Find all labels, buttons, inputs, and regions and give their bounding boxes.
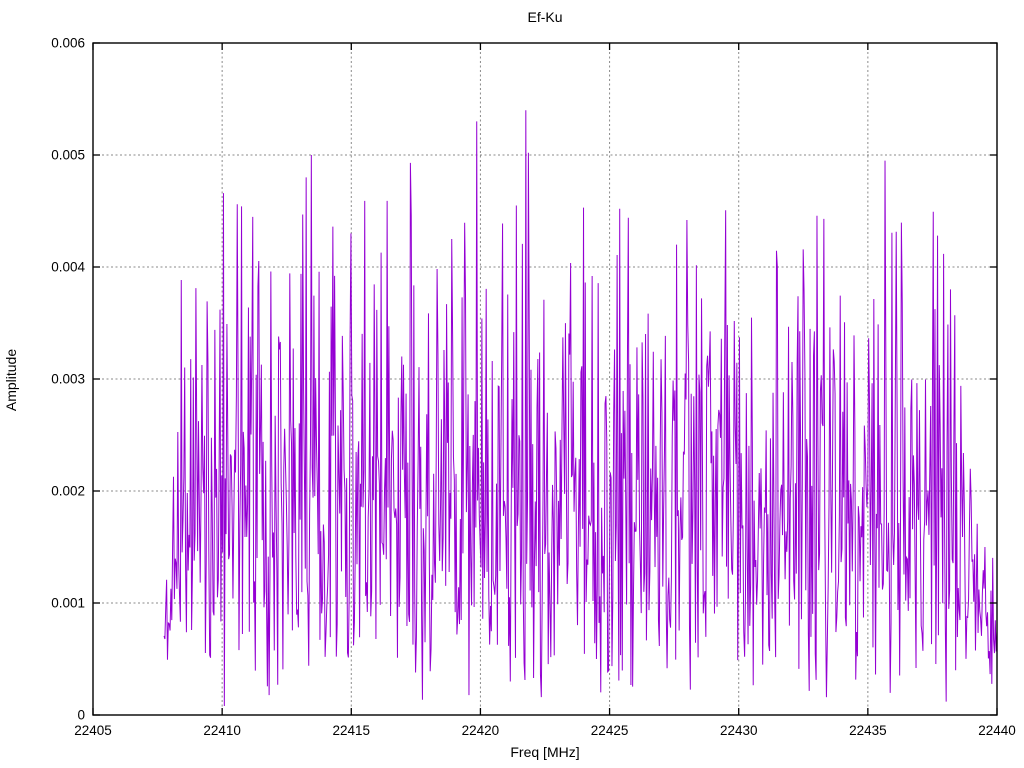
y-axis-label: Amplitude bbox=[3, 348, 19, 412]
y-tick-label: 0.006 bbox=[51, 36, 85, 51]
series-line-ef-ku bbox=[163, 110, 998, 707]
y-tick-label: 0 bbox=[77, 708, 85, 723]
x-tick-label: 22430 bbox=[720, 723, 758, 738]
y-tick-label: 0.001 bbox=[51, 596, 85, 611]
chart-title: Ef-Ku bbox=[527, 9, 563, 25]
x-tick-label: 22440 bbox=[978, 723, 1016, 738]
y-tick-label: 0.004 bbox=[51, 260, 85, 275]
x-tick-label: 22415 bbox=[333, 723, 371, 738]
y-tick-label: 0.002 bbox=[51, 484, 85, 499]
x-tick-label: 22435 bbox=[849, 723, 887, 738]
x-tick-label: 22425 bbox=[591, 723, 629, 738]
y-tick-label: 0.003 bbox=[51, 372, 85, 387]
signal-trace bbox=[163, 110, 998, 707]
grid-lines bbox=[93, 43, 997, 715]
tick-labels: 22405 22410 22415 22420 22425 22430 22435 22440… bbox=[51, 36, 1016, 739]
x-axis-label: Freq [MHz] bbox=[510, 744, 580, 760]
y-tick-label: 0.005 bbox=[51, 148, 85, 163]
plot-border bbox=[92, 42, 998, 716]
x-tick-label: 22405 bbox=[74, 723, 112, 738]
x-tick-label: 22420 bbox=[462, 723, 500, 738]
x-tick-label: 22410 bbox=[203, 723, 241, 738]
